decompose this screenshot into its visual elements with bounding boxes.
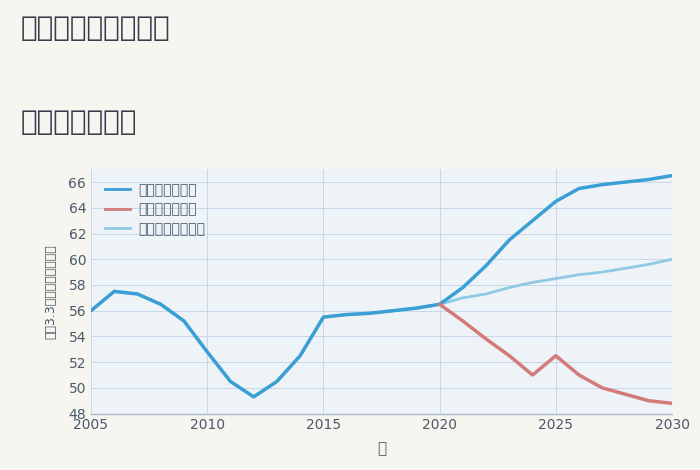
バッドシナリオ: [668, 400, 676, 406]
ノーマルシナリオ: [622, 266, 630, 271]
ノーマルシナリオ: [412, 306, 421, 311]
ノーマルシナリオ: [110, 289, 118, 294]
グッドシナリオ: [180, 318, 188, 324]
グッドシナリオ: [505, 237, 514, 243]
グッドシナリオ: [622, 179, 630, 185]
バッドシナリオ: [552, 353, 560, 359]
グッドシナリオ: [296, 353, 304, 359]
Text: 土地の価格推移: 土地の価格推移: [21, 108, 137, 136]
バッドシナリオ: [598, 385, 606, 391]
ノーマルシナリオ: [505, 285, 514, 290]
バッドシナリオ: [435, 301, 444, 307]
グッドシナリオ: [389, 308, 398, 313]
グッドシナリオ: [552, 198, 560, 204]
グッドシナリオ: [598, 182, 606, 188]
ノーマルシナリオ: [249, 394, 258, 399]
ノーマルシナリオ: [319, 314, 328, 320]
バッドシナリオ: [528, 372, 537, 378]
グッドシナリオ: [226, 379, 234, 384]
Line: バッドシナリオ: バッドシナリオ: [440, 304, 672, 403]
ノーマルシナリオ: [342, 312, 351, 317]
グッドシナリオ: [110, 289, 118, 294]
ノーマルシナリオ: [226, 379, 234, 384]
グッドシナリオ: [575, 186, 583, 191]
ノーマルシナリオ: [482, 291, 490, 297]
バッドシナリオ: [622, 392, 630, 397]
グッドシナリオ: [482, 263, 490, 268]
ノーマルシナリオ: [668, 257, 676, 262]
ノーマルシナリオ: [296, 353, 304, 359]
バッドシナリオ: [505, 353, 514, 359]
バッドシナリオ: [575, 372, 583, 378]
グッドシナリオ: [342, 312, 351, 317]
グッドシナリオ: [273, 379, 281, 384]
ノーマルシナリオ: [203, 349, 211, 355]
X-axis label: 年: 年: [377, 441, 386, 456]
グッドシナリオ: [203, 349, 211, 355]
ノーマルシナリオ: [180, 318, 188, 324]
Line: グッドシナリオ: グッドシナリオ: [91, 176, 672, 397]
ノーマルシナリオ: [552, 276, 560, 282]
グッドシナリオ: [87, 308, 95, 313]
グッドシナリオ: [157, 301, 165, 307]
Text: 大阪府枚方市三栗の: 大阪府枚方市三栗の: [21, 14, 171, 42]
グッドシナリオ: [365, 311, 374, 316]
Y-axis label: 平（3.3㎡）単価（万円）: 平（3.3㎡）単価（万円）: [44, 244, 57, 339]
ノーマルシナリオ: [389, 308, 398, 313]
Legend: グッドシナリオ, バッドシナリオ, ノーマルシナリオ: グッドシナリオ, バッドシナリオ, ノーマルシナリオ: [98, 176, 212, 243]
グッドシナリオ: [435, 301, 444, 307]
ノーマルシナリオ: [87, 308, 95, 313]
バッドシナリオ: [645, 398, 653, 404]
グッドシナリオ: [319, 314, 328, 320]
グッドシナリオ: [528, 218, 537, 223]
ノーマルシナリオ: [365, 311, 374, 316]
ノーマルシナリオ: [157, 301, 165, 307]
グッドシナリオ: [133, 291, 141, 297]
ノーマルシナリオ: [458, 295, 467, 301]
バッドシナリオ: [482, 336, 490, 342]
グッドシナリオ: [458, 285, 467, 290]
Line: ノーマルシナリオ: ノーマルシナリオ: [91, 259, 672, 397]
グッドシナリオ: [668, 173, 676, 179]
ノーマルシナリオ: [133, 291, 141, 297]
ノーマルシナリオ: [575, 272, 583, 277]
バッドシナリオ: [458, 318, 467, 324]
グッドシナリオ: [249, 394, 258, 399]
ノーマルシナリオ: [598, 269, 606, 275]
グッドシナリオ: [645, 177, 653, 182]
ノーマルシナリオ: [435, 301, 444, 307]
ノーマルシナリオ: [645, 262, 653, 267]
グッドシナリオ: [412, 306, 421, 311]
ノーマルシナリオ: [528, 280, 537, 285]
ノーマルシナリオ: [273, 379, 281, 384]
